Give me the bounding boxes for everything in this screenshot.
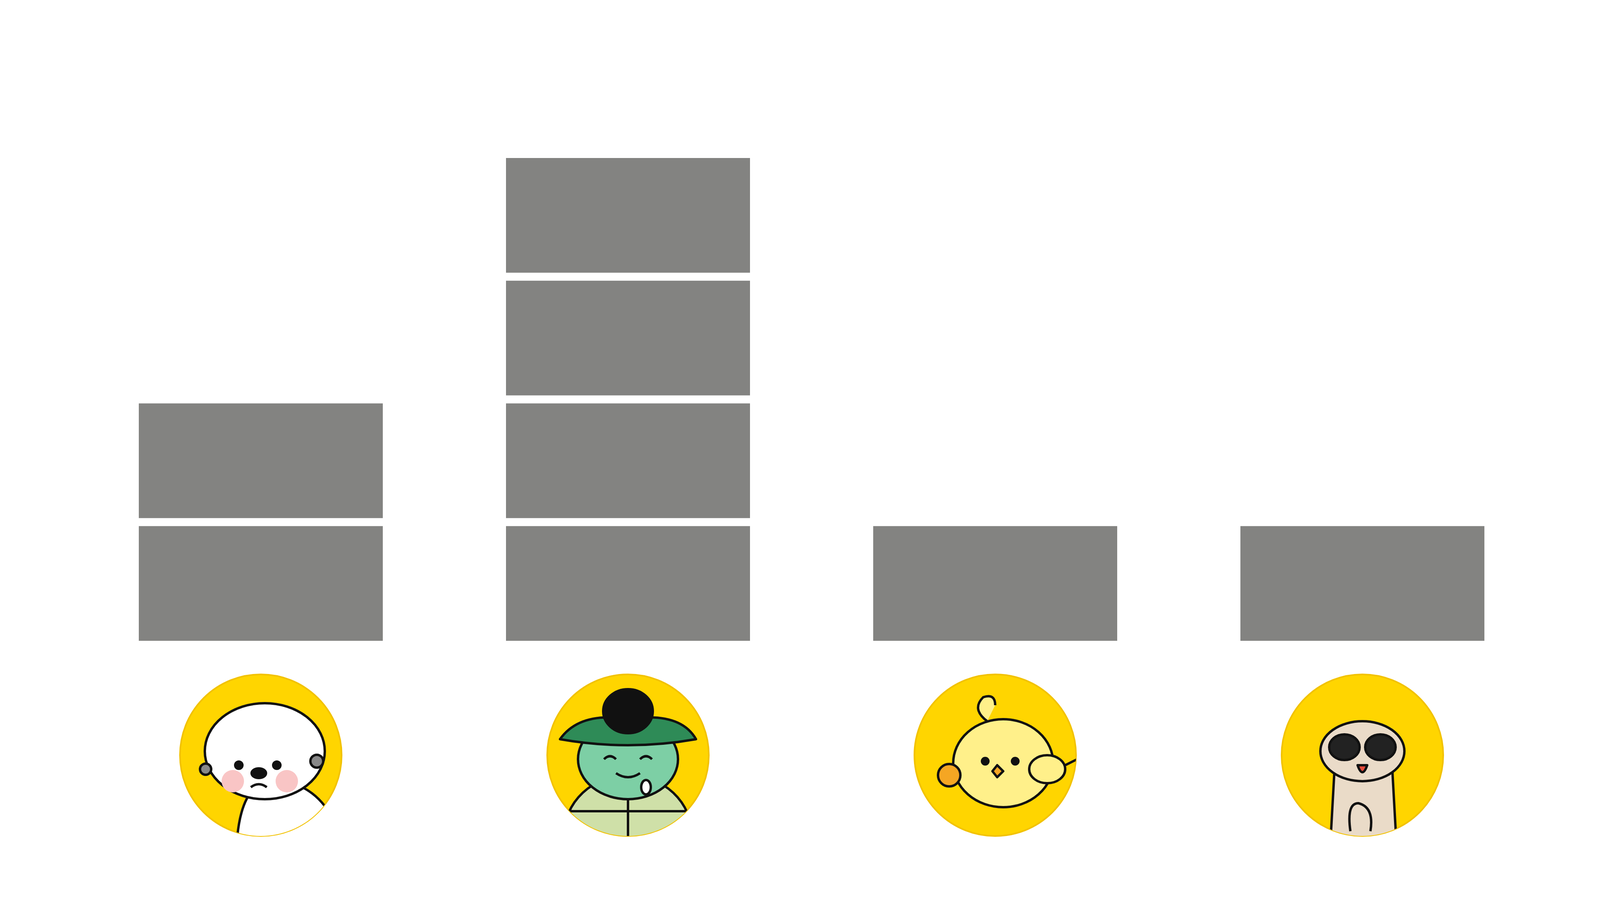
bar: [506, 158, 750, 641]
plot-area: [138, 158, 1485, 641]
bar-block: [138, 526, 383, 641]
avatar-part: [640, 756, 652, 760]
bar-block: [138, 403, 383, 519]
avatar: [180, 674, 342, 844]
avatar-part: [273, 761, 281, 769]
avatar-part: [992, 765, 1004, 778]
bar: [873, 526, 1118, 641]
bar-block: [506, 158, 750, 273]
avatar-part: [604, 756, 616, 760]
avatar-part: [603, 689, 653, 734]
avatar-part: [221, 770, 244, 793]
avatar-part: [1365, 734, 1396, 760]
avatar-part: [641, 780, 651, 795]
avatar-part: [250, 784, 267, 788]
avatar-circle: [914, 674, 1076, 836]
avatar-part: [982, 758, 989, 765]
bar-block: [1240, 526, 1485, 641]
avatar-part: [1349, 803, 1372, 832]
avatar-part: [204, 703, 325, 800]
avatar-part: [235, 761, 243, 769]
avatar-part: [978, 696, 996, 722]
bar-block: [506, 526, 750, 641]
avatars: [180, 674, 1444, 896]
bar: [1240, 526, 1485, 641]
avatar-part: [1357, 765, 1368, 773]
bar: [138, 403, 383, 642]
avatar-part: [1012, 758, 1019, 765]
avatar-part: [275, 770, 298, 793]
avatar-face: [1320, 721, 1405, 844]
avatar-part: [1065, 759, 1078, 766]
avatar-part: [310, 754, 324, 768]
avatar-part: [251, 768, 266, 778]
avatar: [547, 674, 709, 896]
bar-block: [506, 403, 750, 519]
bar-block: [873, 526, 1118, 641]
avatar-face: [200, 703, 341, 844]
avatar-face: [560, 689, 696, 896]
avatar-part: [1329, 734, 1360, 760]
avatar-part: [938, 764, 961, 787]
avatar-part: [1320, 721, 1405, 782]
avatar-part: [200, 763, 212, 775]
bar-block: [506, 280, 750, 396]
chart: [0, 0, 1600, 900]
avatar-face: [938, 696, 1078, 808]
avatar-part: [616, 773, 640, 778]
avatar: [914, 674, 1078, 836]
avatar-part: [1029, 755, 1066, 784]
avatar: [1281, 674, 1444, 844]
